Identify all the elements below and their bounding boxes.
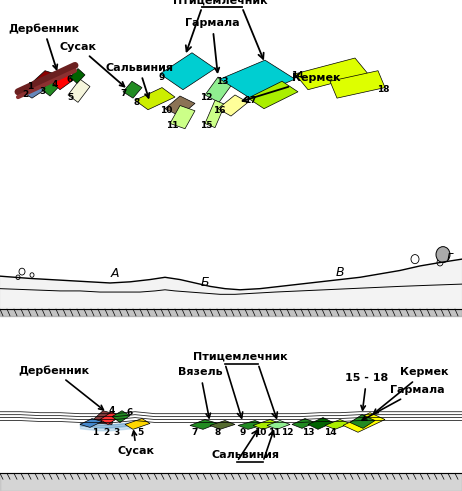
- Text: Сусак: Сусак: [60, 42, 124, 86]
- Text: 10: 10: [160, 106, 172, 115]
- Text: 2: 2: [103, 428, 109, 437]
- Text: Б: Б: [201, 276, 209, 289]
- Text: А: А: [111, 267, 119, 280]
- Text: г: г: [447, 250, 453, 263]
- Polygon shape: [42, 79, 60, 96]
- Text: 16: 16: [213, 106, 225, 115]
- Polygon shape: [170, 106, 195, 129]
- Polygon shape: [295, 58, 368, 90]
- Polygon shape: [253, 419, 280, 429]
- Text: 7: 7: [192, 428, 198, 437]
- Text: 5: 5: [67, 93, 73, 102]
- Text: 12: 12: [200, 93, 212, 102]
- Polygon shape: [248, 81, 298, 109]
- Text: 18: 18: [377, 85, 389, 94]
- Polygon shape: [52, 73, 73, 90]
- Text: Кермек: Кермек: [374, 367, 449, 414]
- Text: Птицемлечник: Птицемлечник: [173, 0, 267, 5]
- Text: 8: 8: [215, 428, 221, 437]
- Text: 3: 3: [40, 87, 46, 96]
- Text: 4: 4: [109, 406, 115, 415]
- Polygon shape: [165, 96, 195, 116]
- Text: 6: 6: [67, 75, 73, 83]
- Polygon shape: [330, 71, 385, 98]
- Text: 2: 2: [22, 90, 28, 100]
- Text: 14: 14: [291, 72, 304, 81]
- Polygon shape: [100, 412, 120, 424]
- Text: 8: 8: [134, 98, 140, 107]
- Text: 9: 9: [159, 73, 165, 82]
- Text: 11: 11: [268, 428, 280, 437]
- Text: 9: 9: [240, 428, 246, 437]
- Polygon shape: [125, 418, 150, 429]
- Text: Птицемлечник: Птицемлечник: [193, 352, 287, 362]
- Polygon shape: [30, 71, 65, 91]
- Text: Гармала: Гармала: [185, 18, 240, 72]
- Text: 5: 5: [137, 428, 143, 437]
- Polygon shape: [160, 53, 215, 90]
- Text: Кермек: Кермек: [243, 73, 340, 102]
- Text: Вязель: Вязель: [178, 367, 223, 418]
- Polygon shape: [190, 419, 218, 429]
- Polygon shape: [112, 411, 130, 422]
- Text: Дербенник: Дербенник: [8, 23, 79, 69]
- Polygon shape: [210, 420, 235, 429]
- Text: 13: 13: [302, 428, 314, 437]
- Text: 6: 6: [127, 408, 133, 417]
- Text: 7: 7: [121, 89, 127, 98]
- Circle shape: [436, 246, 450, 263]
- Text: 1: 1: [27, 82, 33, 91]
- Polygon shape: [350, 414, 375, 428]
- Text: Сусак: Сусак: [118, 431, 155, 456]
- Text: 13: 13: [216, 77, 228, 86]
- Polygon shape: [68, 79, 90, 102]
- Text: Дербенник: Дербенник: [18, 365, 103, 410]
- Polygon shape: [123, 81, 142, 98]
- Text: 15: 15: [200, 121, 212, 130]
- Polygon shape: [135, 87, 175, 109]
- Polygon shape: [205, 77, 232, 102]
- Polygon shape: [308, 417, 333, 429]
- Text: 11: 11: [166, 121, 178, 130]
- Polygon shape: [267, 420, 290, 429]
- Polygon shape: [292, 418, 315, 428]
- Polygon shape: [22, 81, 48, 98]
- Text: 17: 17: [243, 96, 256, 105]
- Text: 4: 4: [52, 80, 58, 89]
- Text: 14: 14: [324, 428, 336, 437]
- Text: 1: 1: [92, 428, 98, 437]
- Polygon shape: [80, 418, 102, 427]
- Text: Гармала: Гармала: [362, 385, 444, 420]
- Text: 12: 12: [281, 428, 293, 437]
- Text: 3: 3: [113, 428, 119, 437]
- Polygon shape: [238, 420, 265, 429]
- Text: 15 - 18: 15 - 18: [345, 373, 388, 410]
- Text: Сальвиния: Сальвиния: [105, 63, 173, 98]
- Polygon shape: [90, 411, 114, 424]
- Text: В: В: [336, 266, 344, 279]
- Text: 10: 10: [254, 428, 266, 437]
- Polygon shape: [70, 69, 85, 83]
- Polygon shape: [205, 100, 225, 128]
- Text: Сальвиния: Сальвиния: [211, 450, 279, 460]
- Polygon shape: [343, 413, 385, 432]
- Polygon shape: [220, 60, 295, 98]
- Polygon shape: [218, 95, 248, 116]
- Polygon shape: [325, 419, 350, 429]
